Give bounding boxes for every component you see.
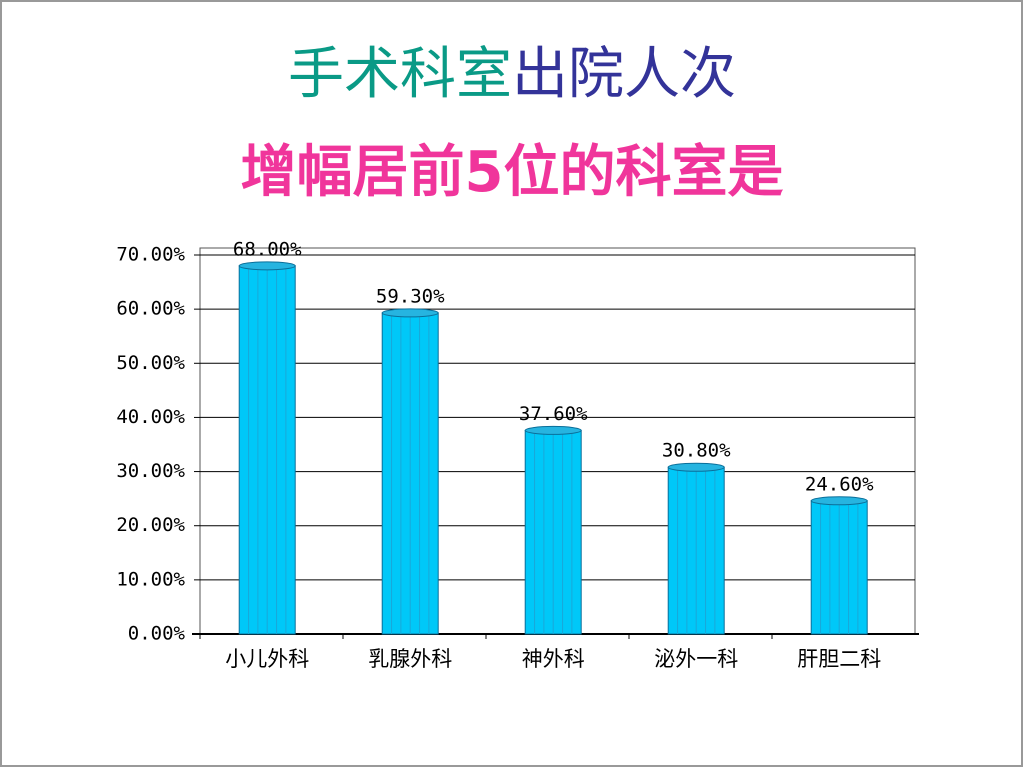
bar-top	[238, 261, 296, 271]
y-tick-label: 50.00%	[116, 352, 185, 374]
value-label: 68.00%	[233, 238, 302, 260]
value-label: 24.60%	[805, 473, 874, 495]
bar-top	[810, 496, 868, 506]
y-tick-label: 70.00%	[116, 244, 185, 266]
y-tick-label: 0.00%	[128, 623, 186, 645]
x-tick-label: 小儿外科	[225, 647, 309, 671]
y-tick-label: 60.00%	[116, 298, 185, 320]
bar-top	[667, 462, 725, 472]
bar-top	[524, 425, 582, 435]
title-segment: 出院人次	[512, 42, 736, 107]
x-tick-label: 肝胆二科	[797, 647, 881, 671]
bar-top	[381, 308, 439, 318]
y-tick-label: 30.00%	[116, 460, 185, 482]
chart-title: 手术科室出院人次	[288, 42, 736, 107]
y-tick-label: 20.00%	[116, 514, 185, 536]
y-tick-label: 10.00%	[116, 568, 185, 590]
y-tick-label: 40.00%	[116, 406, 185, 428]
value-label: 37.60%	[519, 403, 588, 425]
title-segment: 手术科室	[288, 42, 512, 107]
value-label: 59.30%	[376, 285, 445, 307]
x-tick-label: 乳腺外科	[368, 647, 452, 671]
value-label: 30.80%	[662, 440, 731, 462]
x-tick-label: 神外科	[522, 647, 585, 671]
chart-subtitle: 增幅居前5位的科室是	[241, 140, 784, 205]
x-tick-label: 泌外一科	[654, 647, 738, 671]
